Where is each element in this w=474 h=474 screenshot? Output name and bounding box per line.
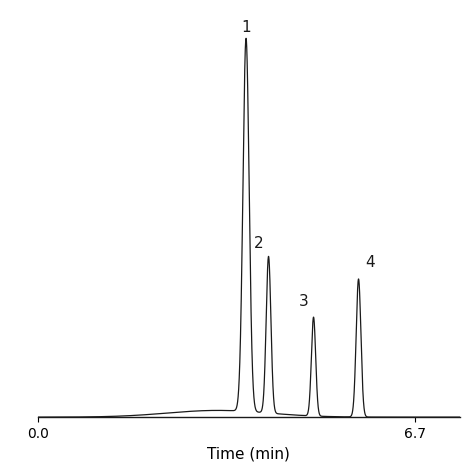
- Text: 4: 4: [365, 255, 374, 270]
- Text: 1: 1: [241, 20, 251, 35]
- Text: 3: 3: [299, 294, 308, 309]
- X-axis label: Time (min): Time (min): [208, 447, 290, 461]
- Text: 2: 2: [254, 236, 263, 251]
